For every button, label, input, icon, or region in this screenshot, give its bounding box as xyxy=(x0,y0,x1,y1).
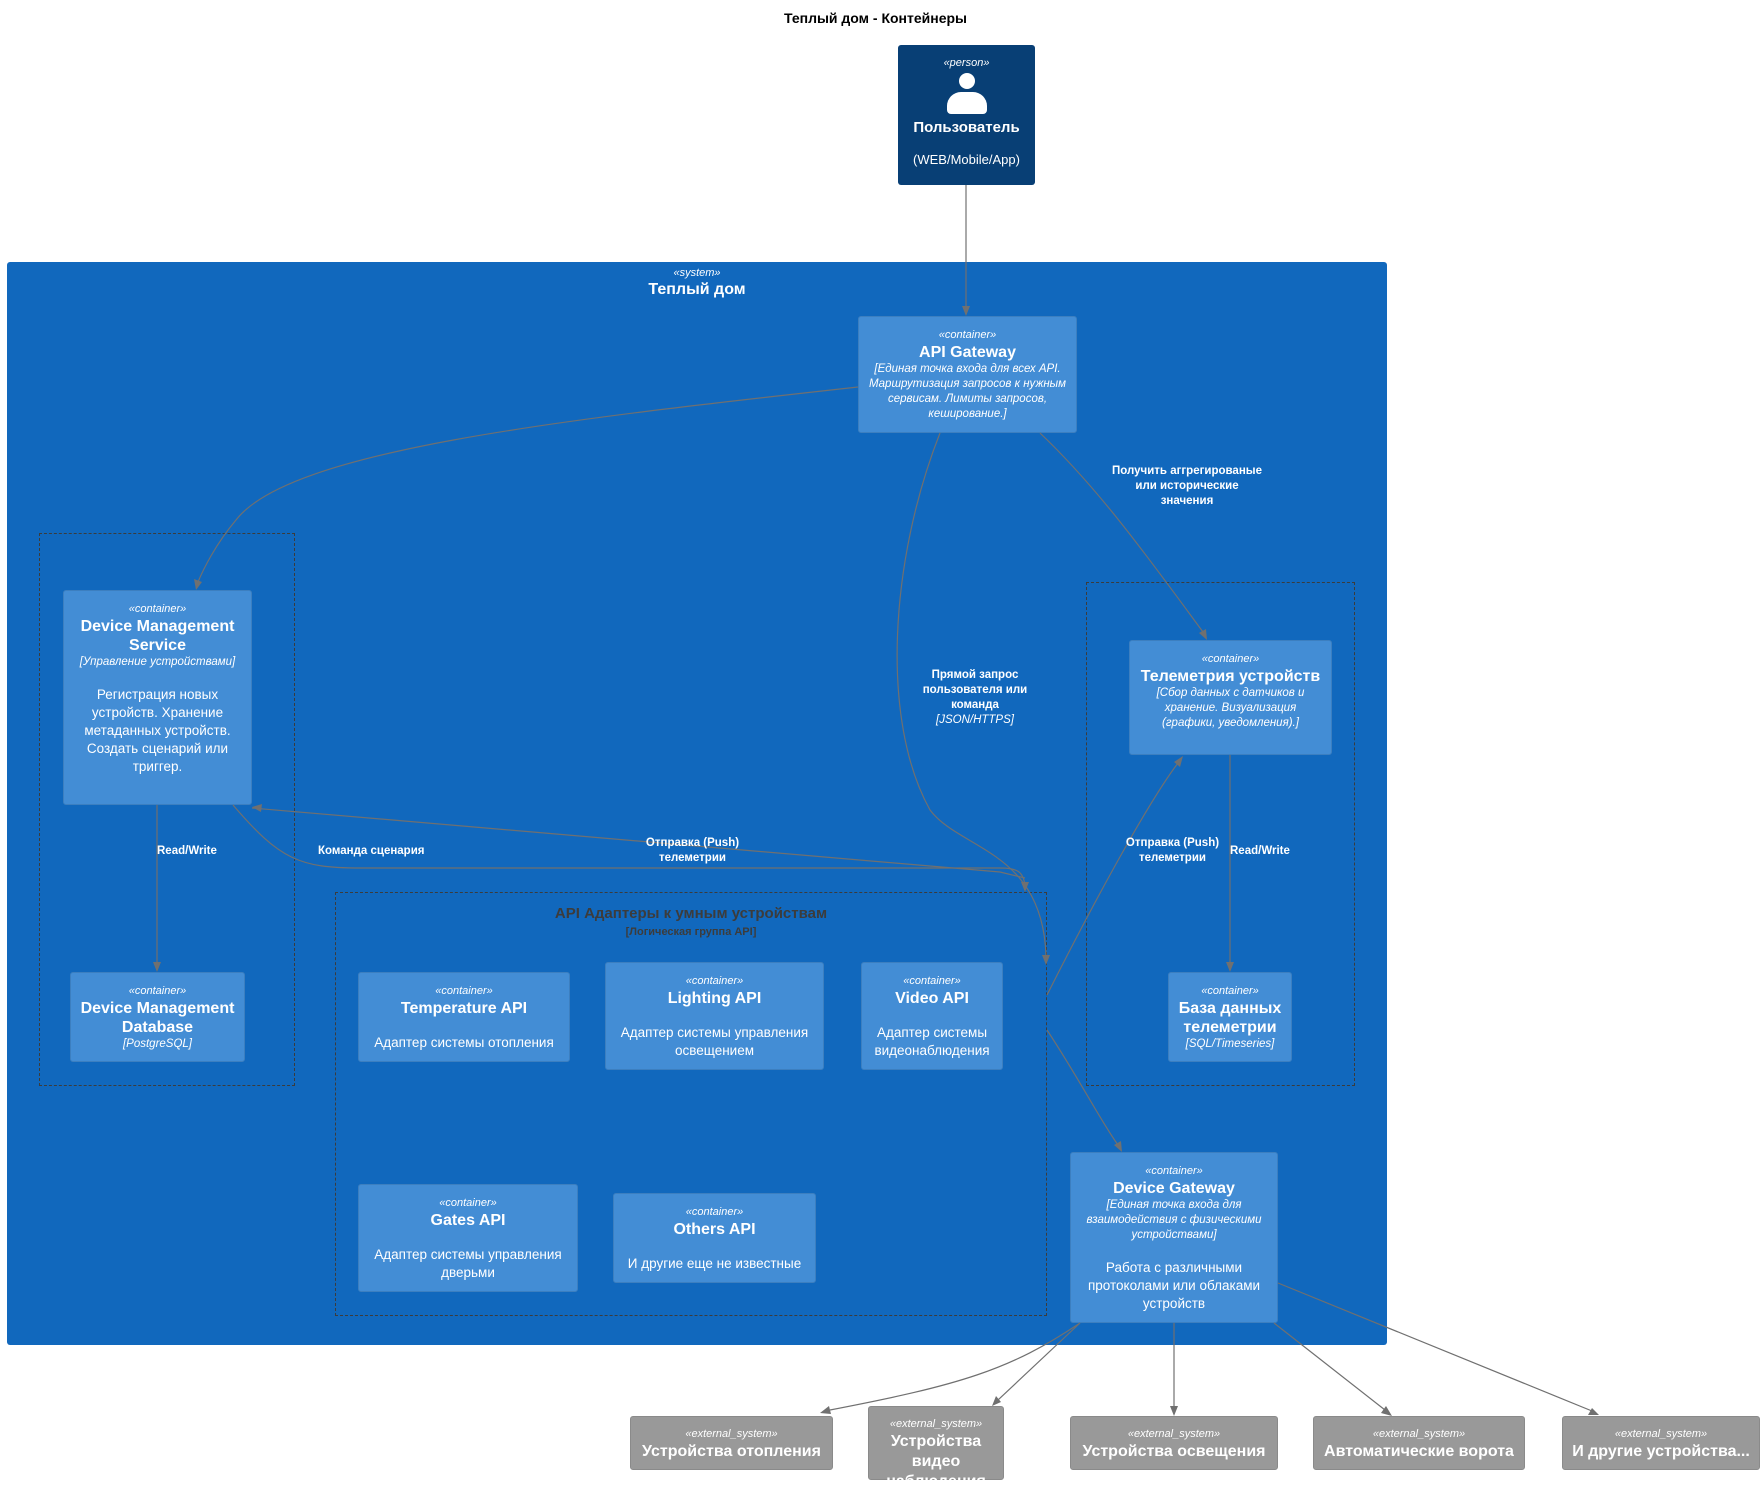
system-name: Теплый дом xyxy=(648,281,746,298)
container-stereotype: «container» xyxy=(1201,985,1259,997)
container-name: Video API xyxy=(895,990,969,1007)
container-description: Адаптер системы управления дверьми xyxy=(374,1247,562,1280)
container-description: Работа с различными протоколами или обла… xyxy=(1087,1260,1261,1311)
container-name: Others API xyxy=(673,1221,756,1238)
system-stereotype: «system» xyxy=(673,267,721,279)
container-description: И другие еще не известные xyxy=(627,1256,802,1271)
container-name: Gates API xyxy=(430,1212,506,1229)
container-stereotype: «container» xyxy=(128,985,187,997)
external-system-heating[interactable]: «external_system» Устройства отопления xyxy=(630,1416,833,1470)
container-temperature-api[interactable]: «container» Temperature API Адаптер сист… xyxy=(358,972,570,1062)
external-stereotype: «external_system» xyxy=(1372,1428,1466,1440)
external-stereotype: «external_system» xyxy=(1614,1428,1708,1440)
container-name: Device Gateway xyxy=(1113,1180,1235,1197)
person-stereotype: «person» xyxy=(943,57,990,69)
container-tech: [Единая точка входа для всех API. Маршру… xyxy=(868,363,1067,420)
container-description: Адаптер системы видеонаблюдения xyxy=(874,1025,990,1058)
arrowhead xyxy=(1381,1406,1392,1416)
container-description: Адаптер системы управления освещением xyxy=(620,1025,809,1058)
container-name: Device Management Database xyxy=(80,1000,235,1036)
rel-label-direct-request-text: Прямой запрос пользователя или команда xyxy=(922,669,1028,711)
container-stereotype: «container» xyxy=(439,1197,497,1209)
container-name: База данных телеметрии xyxy=(1178,1000,1282,1036)
container-name: Телеметрия устройств xyxy=(1140,668,1321,685)
container-description: Регистрация новых устройств. Хранение ме… xyxy=(84,687,231,774)
rel-label-read-write-right: Read/Write xyxy=(1230,845,1290,857)
container-others-api[interactable]: «container» Others API И другие еще не и… xyxy=(613,1193,816,1283)
container-name: Lighting API xyxy=(667,990,762,1007)
container-stereotype: «container» xyxy=(435,985,493,997)
external-name: Устройства освещения xyxy=(1082,1443,1266,1460)
container-stereotype: «container» xyxy=(938,329,997,341)
container-tech: [Единая точка входа для взаимодействия с… xyxy=(1086,1199,1262,1241)
container-telemetry[interactable]: «container» Телеметрия устройств [Сбор д… xyxy=(1129,640,1332,755)
external-system-gates[interactable]: «external_system» Автоматические ворота xyxy=(1313,1416,1525,1470)
container-telemetry-database[interactable]: «container» База данных телеметрии [SQL/… xyxy=(1168,972,1292,1062)
container-device-gateway[interactable]: «container» Device Gateway [Единая точка… xyxy=(1070,1152,1278,1323)
person-name: Пользователь xyxy=(913,119,1020,136)
person-description: (WEB/Mobile/App) xyxy=(913,152,1020,167)
arrowhead xyxy=(1588,1408,1599,1415)
container-stereotype: «container» xyxy=(1145,1165,1203,1177)
arrowhead xyxy=(820,1406,831,1414)
container-device-management-service[interactable]: «container» Device Management Service [У… xyxy=(63,590,252,805)
group-api-adapters-title: API Адаптеры к умным устройствам xyxy=(554,905,828,922)
rel-label-get-aggregated: Получить аггрегированые или исторические… xyxy=(1112,465,1262,507)
container-name: Temperature API xyxy=(400,1000,528,1017)
external-system-others[interactable]: «external_system» И другие устройства... xyxy=(1562,1416,1760,1470)
group-api-adapters-subtitle: [Логическая группа API] xyxy=(625,926,757,938)
rel-label-push-telemetry-right: Отправка (Push) телеметрии xyxy=(1125,837,1220,864)
container-stereotype: «container» xyxy=(685,975,744,987)
container-device-management-database[interactable]: «container» Device Management Database [… xyxy=(70,972,245,1062)
group-api-adapters: API Адаптеры к умным устройствам [Логиче… xyxy=(335,892,1047,1316)
container-name: API Gateway xyxy=(919,344,1016,361)
external-name: И другие устройства... xyxy=(1572,1443,1750,1460)
rel-label-push-telemetry-left: Отправка (Push) телеметрии xyxy=(645,837,740,864)
person-icon xyxy=(946,73,987,119)
container-tech: [SQL/Timeseries] xyxy=(1185,1038,1275,1050)
rel-label-scenario-command: Команда сценария xyxy=(318,845,425,857)
container-stereotype: «container» xyxy=(903,975,961,987)
arrowhead xyxy=(1170,1406,1178,1416)
container-name: Device Management Service xyxy=(80,618,235,654)
container-description: Адаптер системы отопления xyxy=(374,1035,554,1050)
external-stereotype: «external_system» xyxy=(1127,1428,1221,1440)
container-api-gateway[interactable]: «container» API Gateway [Единая точка вх… xyxy=(858,316,1077,433)
container-stereotype: «container» xyxy=(685,1206,744,1218)
rel-label-direct-request: Прямой запрос пользователя или команда [… xyxy=(915,668,1035,728)
external-name: Устройства видео наблюдения xyxy=(886,1433,986,1490)
person-user[interactable]: «person» Пользователь (WEB/Mobile/App) xyxy=(898,45,1035,185)
external-stereotype: «external_system» xyxy=(889,1418,983,1430)
container-stereotype: «container» xyxy=(128,603,187,615)
container-tech: [PostgreSQL] xyxy=(122,1038,193,1050)
external-system-lighting[interactable]: «external_system» Устройства освещения xyxy=(1070,1416,1278,1470)
container-tech: [Сбор данных с датчиков и хранение. Визу… xyxy=(1156,687,1305,729)
container-video-api[interactable]: «container» Video API Адаптер системы ви… xyxy=(861,962,1003,1070)
external-name: Устройства отопления xyxy=(642,1443,821,1460)
external-system-video[interactable]: «external_system» Устройства видео наблю… xyxy=(868,1406,1004,1490)
external-stereotype: «external_system» xyxy=(685,1428,778,1440)
container-gates-api[interactable]: «container» Gates API Адаптер системы уп… xyxy=(358,1184,578,1292)
container-stereotype: «container» xyxy=(1201,653,1260,665)
arrowhead xyxy=(992,1396,1001,1406)
rel-label-direct-request-tech: [JSON/HTTPS] xyxy=(936,714,1014,726)
external-name: Автоматические ворота xyxy=(1324,1443,1514,1460)
rel-label-read-write-left: Read/Write xyxy=(157,845,217,857)
diagram-title: Теплый дом - Контейнеры xyxy=(783,10,968,26)
container-tech: [Управление устройствами] xyxy=(79,656,236,668)
container-lighting-api[interactable]: «container» Lighting API Адаптер системы… xyxy=(605,962,824,1070)
